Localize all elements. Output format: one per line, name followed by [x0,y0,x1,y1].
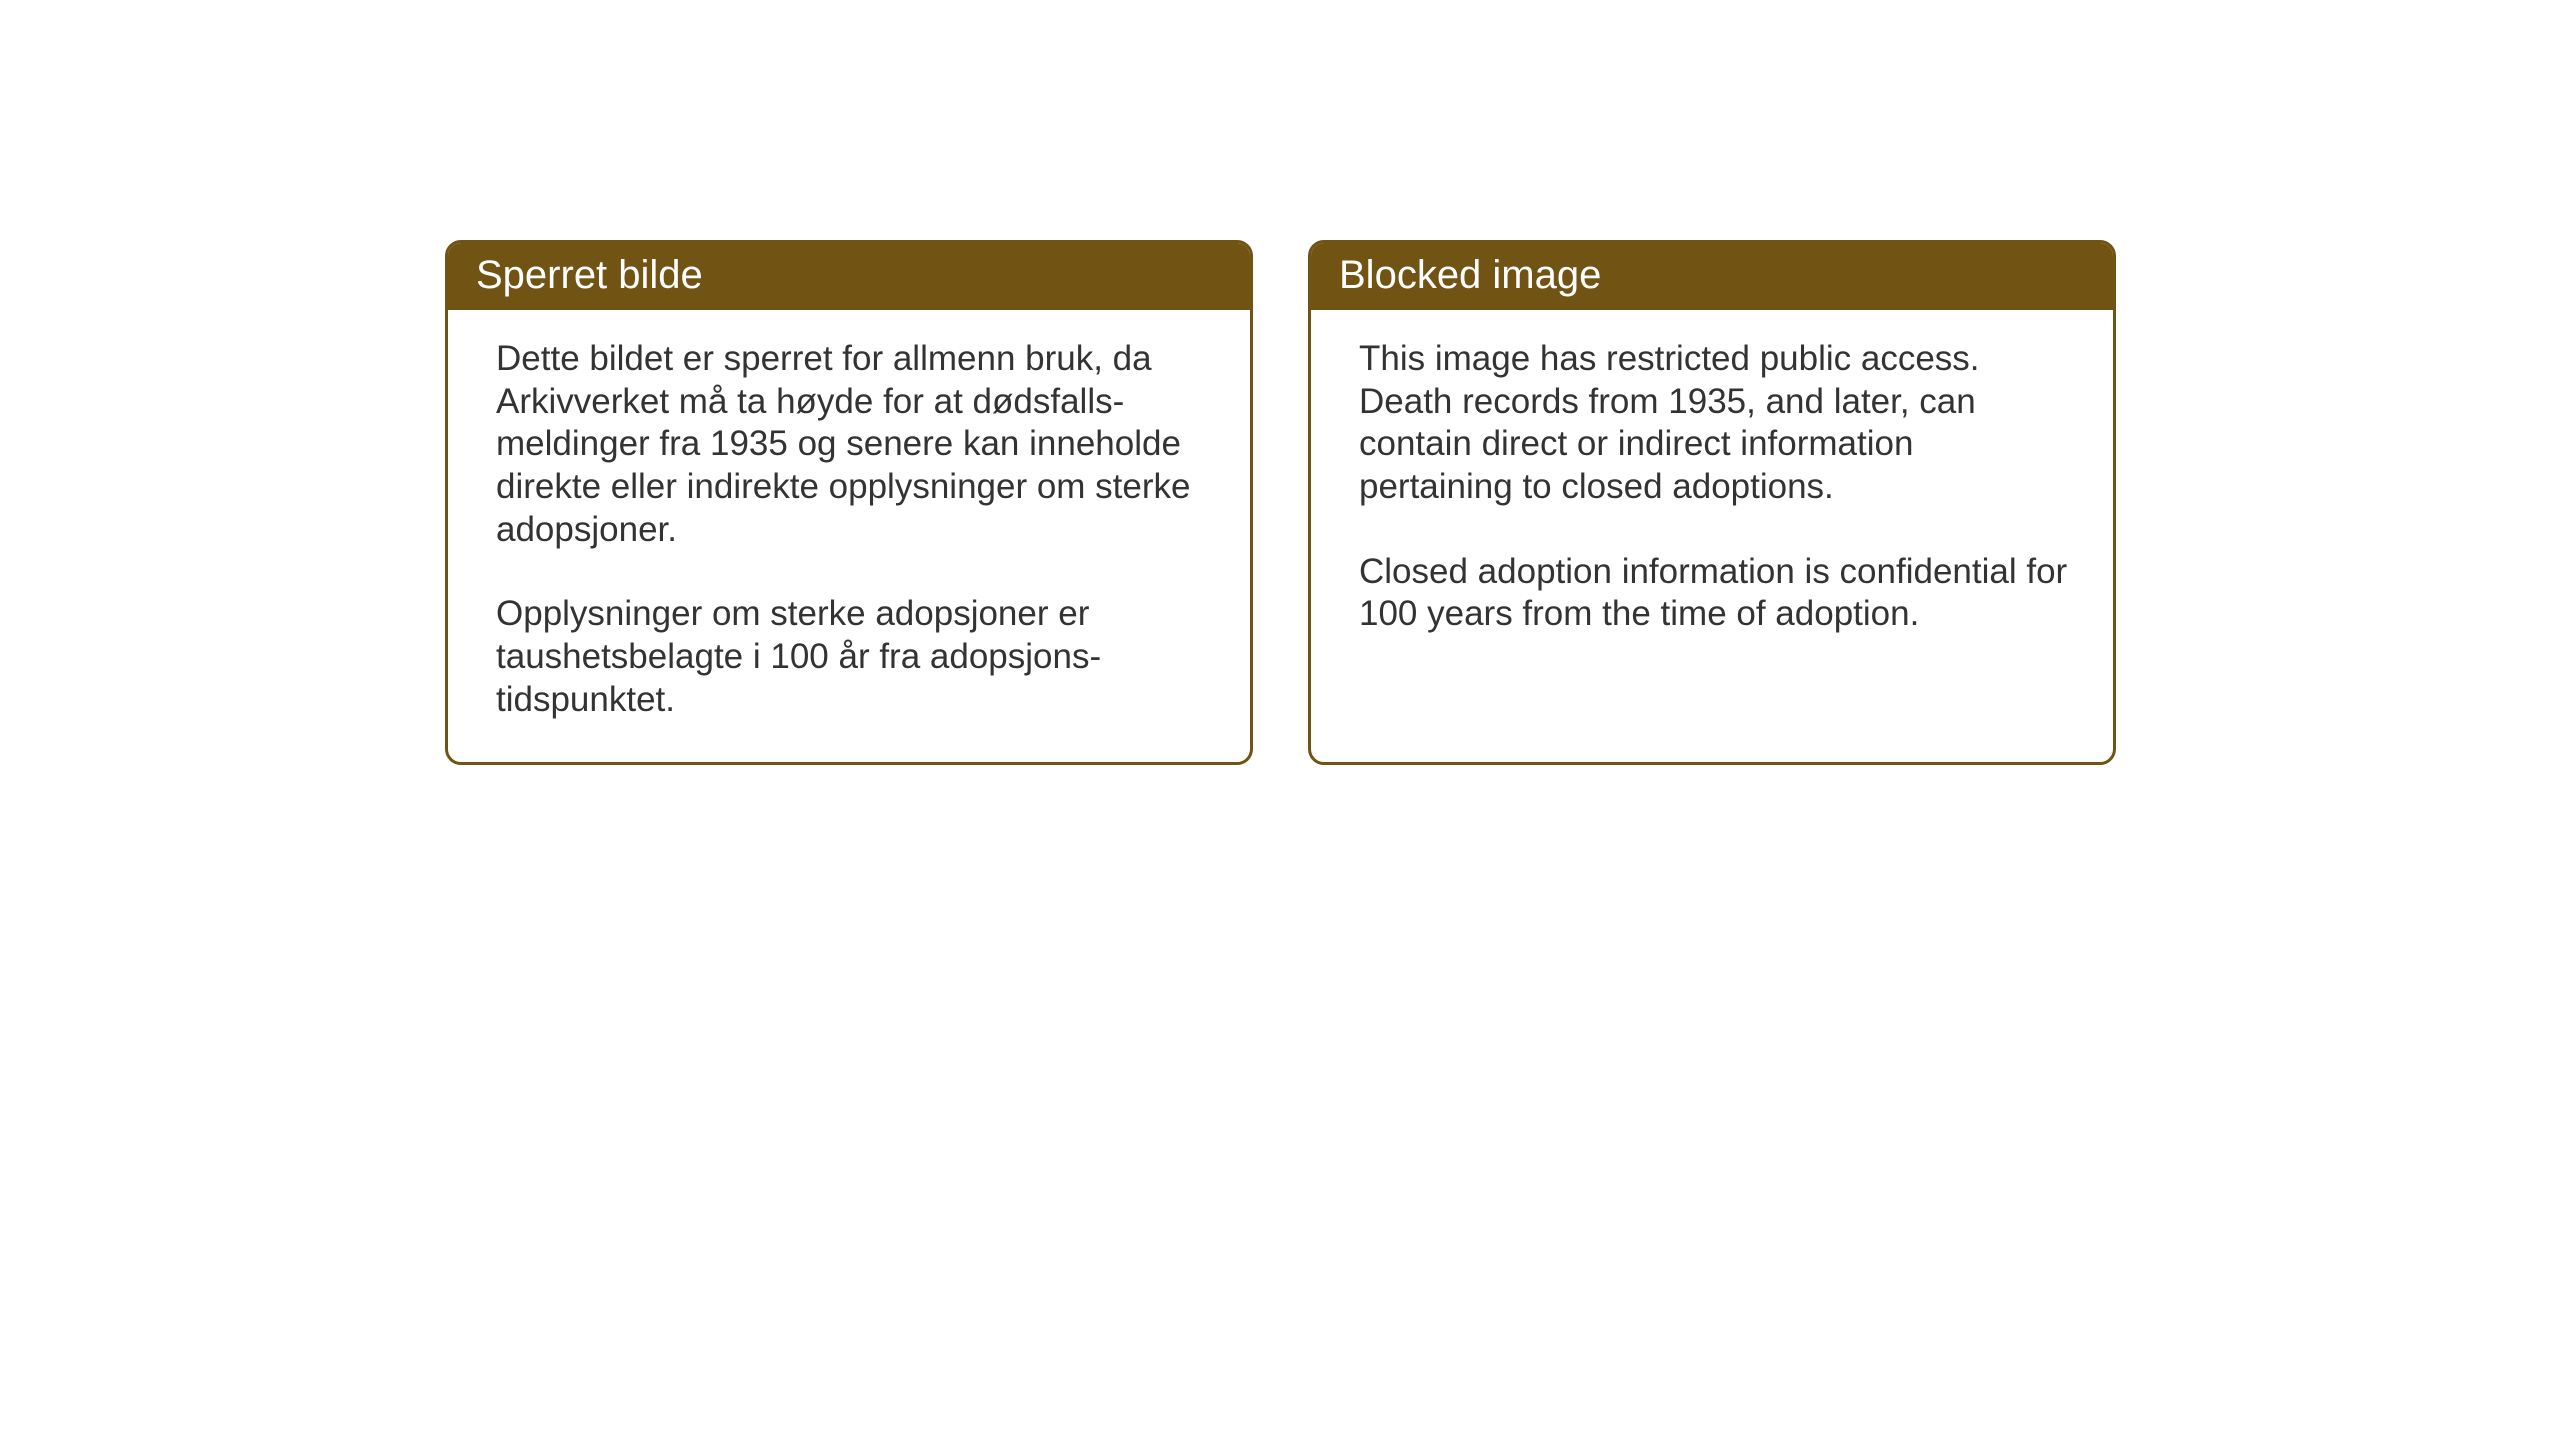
notice-card-norwegian: Sperret bilde Dette bildet er sperret fo… [445,240,1253,765]
notice-paragraph-2-norwegian: Opplysninger om sterke adopsjoner er tau… [496,593,1210,721]
notice-body-norwegian: Dette bildet er sperret for allmenn bruk… [448,310,1250,762]
notice-title-norwegian: Sperret bilde [448,243,1250,310]
notice-paragraph-1-english: This image has restricted public access.… [1359,338,2073,509]
notice-paragraph-1-norwegian: Dette bildet er sperret for allmenn bruk… [496,338,1210,551]
notice-card-english: Blocked image This image has restricted … [1308,240,2116,765]
notice-paragraph-2-english: Closed adoption information is confident… [1359,551,2073,636]
notice-body-english: This image has restricted public access.… [1311,310,2113,676]
notice-container: Sperret bilde Dette bildet er sperret fo… [445,240,2116,765]
notice-title-english: Blocked image [1311,243,2113,310]
